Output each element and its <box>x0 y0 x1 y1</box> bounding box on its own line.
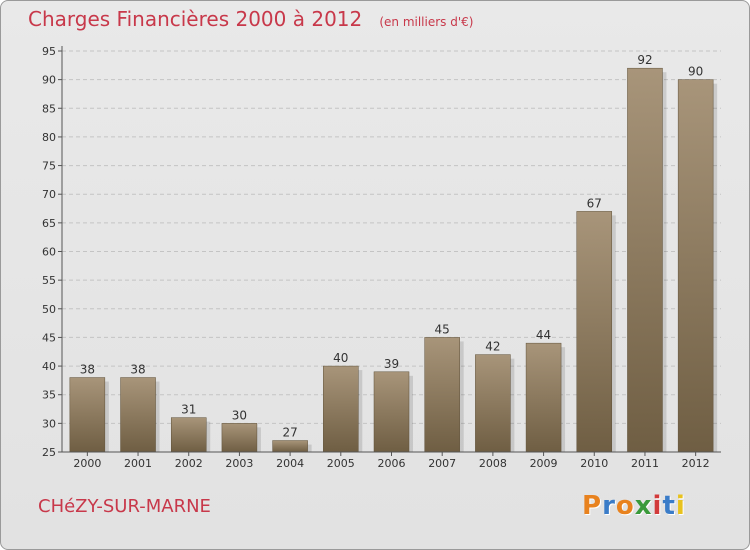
bar-value-label: 31 <box>181 403 196 417</box>
x-tick-label: 2006 <box>378 457 406 470</box>
logo-letter: i <box>675 491 686 521</box>
bar-2001 <box>120 377 156 453</box>
logo-letter: o <box>615 491 635 521</box>
bar-2004 <box>272 440 308 453</box>
bar-value-label: 44 <box>536 328 551 342</box>
bar-value-label: 67 <box>587 196 602 210</box>
x-tick-label: 2001 <box>124 457 152 470</box>
logo-letter: t <box>662 491 676 521</box>
bar-2009 <box>525 342 562 453</box>
bars: 38 38 31 30 27 40 39 45 42 44 67 92 90 <box>69 53 718 453</box>
x-tick-label: 2010 <box>580 457 608 470</box>
chart-title: Charges Financières 2000 à 2012 <box>28 7 363 31</box>
y-tick-label: 75 <box>42 160 56 173</box>
y-tick-label: 50 <box>42 303 56 316</box>
bar-value-label: 30 <box>232 408 247 422</box>
bar-value-label: 27 <box>282 426 297 440</box>
y-tick-label: 90 <box>42 74 56 87</box>
axes: 25 30 35 40 45 50 55 60 65 70 75 80 85 90 95 2000 2001 20… <box>42 45 721 470</box>
y-tick-label: 80 <box>42 131 56 144</box>
bar-value-label: 40 <box>333 351 348 365</box>
y-tick-label: 35 <box>42 389 56 402</box>
x-tick-label: 2009 <box>530 457 558 470</box>
bar-2012 <box>677 79 714 453</box>
bar-value-label: 38 <box>130 363 145 377</box>
title-block: Charges Financières 2000 à 2012 (en mill… <box>28 7 473 31</box>
bar-value-label: 39 <box>384 357 399 371</box>
x-tick-label: 2012 <box>682 457 710 470</box>
bar-value-label: 90 <box>688 65 703 79</box>
bar-value-label: 92 <box>637 53 652 67</box>
y-tick-label: 85 <box>42 102 56 115</box>
logo-letter: P <box>582 491 603 521</box>
y-tick-label: 40 <box>42 360 56 373</box>
bar-2010 <box>576 211 613 453</box>
bar-value-label: 45 <box>435 322 450 336</box>
bar-2003 <box>221 423 258 453</box>
x-tick-label: 2003 <box>225 457 253 470</box>
x-tick-label: 2000 <box>73 457 101 470</box>
x-tick-label: 2004 <box>276 457 304 470</box>
bar-2000 <box>69 377 106 453</box>
bar-2006 <box>373 371 410 453</box>
x-tick-label: 2002 <box>175 457 203 470</box>
y-tick-label: 55 <box>42 274 56 287</box>
logo-letter: i <box>652 491 663 521</box>
bar-2002 <box>170 417 207 453</box>
y-tick-label: 65 <box>42 217 56 230</box>
proxiti-logo: Proxiti <box>582 491 686 521</box>
x-tick-label: 2007 <box>428 457 456 470</box>
bar-2011 <box>627 67 663 453</box>
bar-2008 <box>475 354 511 453</box>
x-tick-label: 2011 <box>631 457 659 470</box>
bar-value-label: 38 <box>80 363 95 377</box>
y-tick-label: 70 <box>42 188 56 201</box>
commune-name: CHéZY-SUR-MARNE <box>38 496 211 517</box>
x-tick-label: 2005 <box>327 457 355 470</box>
bar-2005 <box>323 365 359 453</box>
logo-letter: r <box>602 491 616 521</box>
y-tick-label: 30 <box>42 417 56 430</box>
y-tick-label: 45 <box>42 331 56 344</box>
logo-letter: x <box>634 491 653 521</box>
y-tick-label: 25 <box>42 446 56 459</box>
bar-2007 <box>424 337 460 453</box>
bar-value-label: 42 <box>485 340 500 354</box>
y-tick-label: 95 <box>42 45 56 58</box>
chart-subtitle: (en milliers d'€) <box>379 15 474 29</box>
y-tick-label: 60 <box>42 246 56 259</box>
x-tick-label: 2008 <box>479 457 507 470</box>
